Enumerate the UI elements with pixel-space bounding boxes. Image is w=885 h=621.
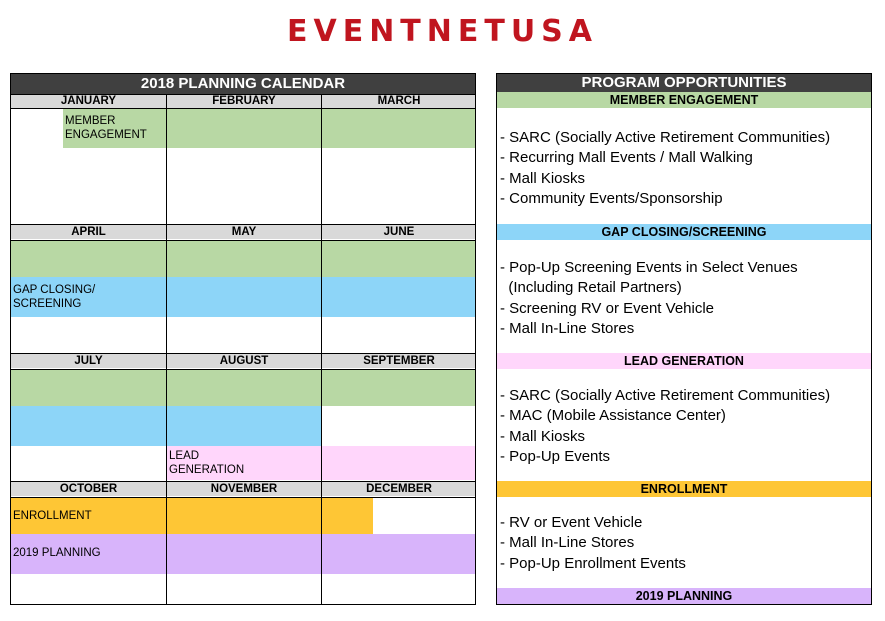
planning-calendar: 2018 PLANNING CALENDAR JANUARY FEBRUARY … bbox=[10, 73, 476, 605]
section-heading-enrollment: ENROLLMENT bbox=[497, 481, 871, 497]
grid-line bbox=[11, 497, 475, 498]
list-item: - Mall In-Line Stores bbox=[500, 319, 635, 337]
brand-logo: EVENTNETUSA bbox=[286, 14, 599, 49]
grid-line bbox=[11, 353, 475, 354]
lead-generation-label: LEAD GENERATION bbox=[169, 450, 245, 476]
list-item: - Screening RV or Event Vehicle bbox=[500, 299, 715, 317]
gap-closing-list: - Pop-Up Screening Events in Select Venu… bbox=[500, 258, 798, 339]
calendar-title: 2018 PLANNING CALENDAR bbox=[11, 74, 475, 94]
month-january: JANUARY bbox=[11, 94, 166, 108]
list-item: (Including Retail Partners) bbox=[500, 279, 682, 297]
list-item: - SARC (Socially Active Retirement Commu… bbox=[500, 129, 831, 146]
grid-line bbox=[11, 481, 475, 482]
list-item: - Pop-Up Screening Events in Select Venu… bbox=[500, 259, 798, 276]
list-item: - Pop-Up Events bbox=[500, 447, 611, 465]
enrollment-label: ENROLLMENT bbox=[13, 510, 92, 522]
grid-line bbox=[11, 224, 475, 225]
month-october: OCTOBER bbox=[11, 482, 166, 496]
list-item: - Mall In-Line Stores bbox=[500, 534, 635, 552]
month-april: APRIL bbox=[11, 225, 166, 239]
member-engagement-label: MEMBER ENGAGEMENT bbox=[65, 115, 147, 141]
member-engagement-bar bbox=[63, 109, 475, 148]
list-item: - Recurring Mall Events / Mall Walking bbox=[500, 149, 753, 167]
grid-line bbox=[11, 108, 475, 109]
section-heading-gap-closing: GAP CLOSING/SCREENING bbox=[497, 224, 871, 240]
member-engagement-bar bbox=[11, 241, 475, 277]
list-item: - Mall Kiosks bbox=[500, 169, 586, 187]
enrollment-list: - RV or Event Vehicle - Mall In-Line Sto… bbox=[500, 513, 686, 574]
list-item: - RV or Event Vehicle bbox=[500, 514, 643, 531]
month-july: JULY bbox=[11, 354, 166, 368]
list-item: - SARC (Socially Active Retirement Commu… bbox=[500, 387, 831, 404]
planning-2019-bar bbox=[11, 534, 475, 574]
grid-line bbox=[321, 94, 322, 604]
program-opportunities: PROGRAM OPPORTUNITIES MEMBER ENGAGEMENT … bbox=[496, 73, 872, 605]
gap-closing-bar bbox=[11, 277, 475, 317]
month-march: MARCH bbox=[322, 94, 475, 108]
member-engagement-list: - SARC (Socially Active Retirement Commu… bbox=[500, 128, 830, 209]
month-june: JUNE bbox=[322, 225, 475, 239]
list-item: - MAC (Mobile Assistance Center) bbox=[500, 407, 726, 425]
list-item: - Pop-Up Enrollment Events bbox=[500, 554, 686, 572]
section-heading-lead-generation: LEAD GENERATION bbox=[497, 353, 871, 369]
grid-line bbox=[166, 94, 167, 604]
enrollment-bar bbox=[11, 498, 373, 534]
month-november: NOVEMBER bbox=[167, 482, 321, 496]
gap-closing-label: GAP CLOSING/ SCREENING bbox=[13, 284, 96, 310]
list-item: - Mall Kiosks bbox=[500, 427, 586, 445]
month-may: MAY bbox=[167, 225, 321, 239]
member-engagement-bar bbox=[11, 370, 475, 406]
month-december: DECEMBER bbox=[322, 482, 475, 496]
list-item: - Community Events/Sponsorship bbox=[500, 189, 723, 207]
grid-line bbox=[11, 240, 475, 241]
grid-line bbox=[11, 94, 475, 95]
month-september: SEPTEMBER bbox=[322, 354, 475, 368]
lead-generation-list: - SARC (Socially Active Retirement Commu… bbox=[500, 386, 830, 467]
programs-title: PROGRAM OPPORTUNITIES bbox=[497, 74, 871, 92]
month-august: AUGUST bbox=[167, 354, 321, 368]
month-february: FEBRUARY bbox=[167, 94, 321, 108]
grid-line bbox=[11, 369, 475, 370]
section-heading-member-engagement: MEMBER ENGAGEMENT bbox=[497, 92, 871, 108]
section-heading-2019-planning: 2019 PLANNING bbox=[497, 588, 871, 604]
planning-2019-label: 2019 PLANNING bbox=[13, 547, 101, 559]
